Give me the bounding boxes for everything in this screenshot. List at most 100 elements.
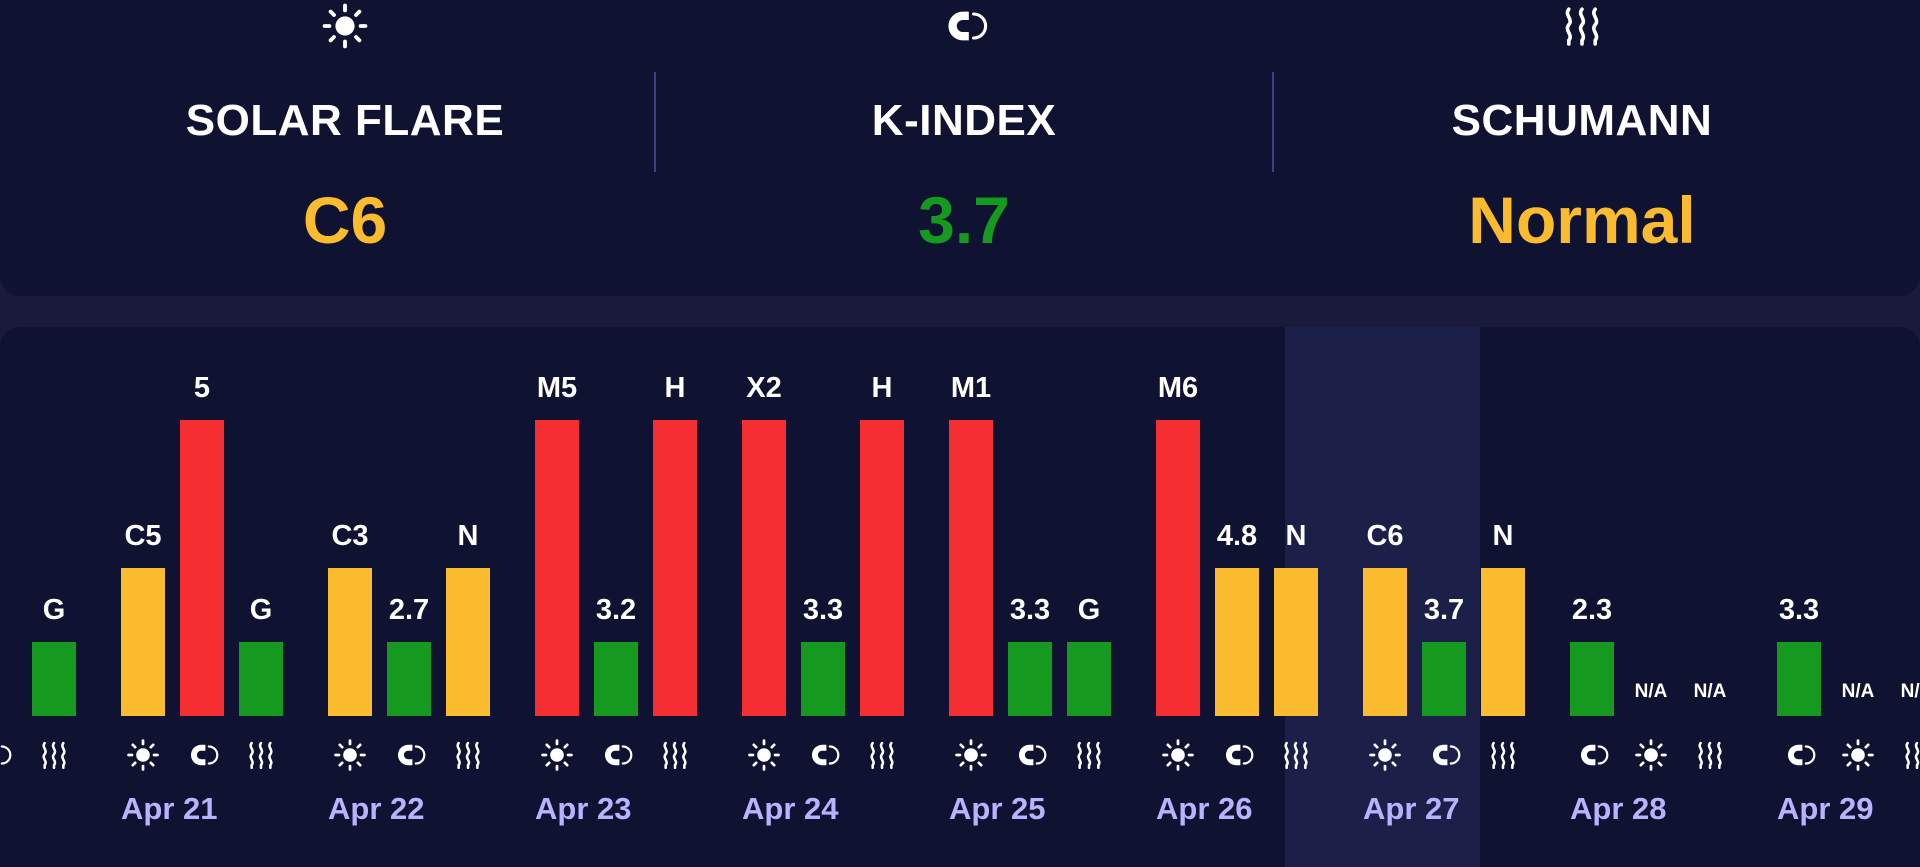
magnet-icon	[180, 737, 224, 773]
day-label: Apr 23	[535, 791, 632, 826]
sun-icon	[1156, 737, 1200, 773]
magnet-icon	[1422, 737, 1466, 773]
bar-value-label: N	[457, 520, 479, 552]
schumann-label: SCHUMANN	[1451, 96, 1713, 145]
solar-bar	[535, 420, 579, 716]
solar-flare-label: SOLAR FLARE	[185, 96, 505, 145]
sun-icon	[535, 737, 579, 773]
bar-value-label: N/A	[1693, 681, 1727, 702]
day-label: Apr 29	[1777, 791, 1874, 826]
magnet-icon	[1777, 737, 1821, 773]
solar-bar	[1156, 420, 1200, 716]
bar-value-label: 4.8	[1216, 520, 1258, 552]
bar-value-label: N/A	[1841, 681, 1875, 702]
magnet-icon	[1570, 737, 1614, 773]
bar-value-label: 2.7	[388, 594, 430, 626]
waves-icon	[1688, 737, 1732, 773]
schumann-bar	[446, 568, 490, 716]
kindex-bar	[801, 642, 845, 716]
waves-icon	[446, 737, 490, 773]
bar-value-label: H	[871, 372, 893, 404]
sun-icon	[121, 737, 165, 773]
day-label: Apr 25	[949, 791, 1046, 826]
magnet-icon	[801, 737, 845, 773]
solar-flare-metric: SOLAR FLARE C6	[0, 0, 690, 296]
solar-bar	[121, 568, 165, 716]
bar-value-label: M1	[950, 372, 992, 404]
waves-icon	[653, 737, 697, 773]
bar-value-label: 3.3	[1778, 594, 1820, 626]
bar-value-label: 2.3	[1571, 594, 1613, 626]
bar-value-label: 3.3	[1009, 594, 1051, 626]
sun-icon	[742, 737, 786, 773]
schumann-bar	[860, 420, 904, 716]
day-label: Apr 28	[1570, 791, 1667, 826]
bar-value-label: G	[1077, 594, 1101, 626]
magnet-icon	[594, 737, 638, 773]
sun-icon	[1629, 737, 1673, 773]
schumann-bar	[32, 642, 76, 716]
day-label: Apr 22	[328, 791, 425, 826]
sun-icon	[1363, 737, 1407, 773]
k-index-metric: K-INDEX 3.7	[656, 0, 1272, 296]
magnet-icon	[387, 737, 431, 773]
waves-icon	[1274, 737, 1318, 773]
bar-value-label: 3.2	[595, 594, 637, 626]
bar-value-label: G	[42, 594, 66, 626]
waves-icon	[1274, 2, 1890, 50]
waves-icon	[1895, 737, 1920, 773]
bar-value-label: N/A	[1634, 681, 1668, 702]
schumann-metric: SCHUMANN Normal	[1274, 0, 1890, 296]
schumann-value: Normal	[1468, 183, 1696, 257]
bar-value-label: X2	[746, 372, 782, 404]
schumann-bar	[1274, 568, 1318, 716]
magnet-icon	[1008, 737, 1052, 773]
magnet-icon	[0, 737, 17, 773]
solar-bar	[949, 420, 993, 716]
sun-icon	[328, 737, 372, 773]
magnet-icon	[656, 2, 1272, 50]
schumann-bar	[1067, 642, 1111, 716]
kindex-bar	[1422, 642, 1466, 716]
magnet-icon	[1215, 737, 1259, 773]
kindex-bar	[1777, 642, 1821, 716]
forecast-chart: G C5 5 G Apr 21 C3 2.7 N Apr 22 M5 3.2 H Apr 23 X2 3.3…	[0, 327, 1920, 867]
schumann-bar	[653, 420, 697, 716]
bar-value-label: 3.3	[802, 594, 844, 626]
waves-icon	[239, 737, 283, 773]
bar-value-label: H	[664, 372, 686, 404]
bar-value-label: C3	[331, 520, 369, 552]
bar-value-label: N	[1492, 520, 1514, 552]
solar-flare-value: C6	[302, 183, 388, 257]
solar-bar	[1363, 568, 1407, 716]
sun-icon	[0, 2, 690, 50]
kindex-bar	[594, 642, 638, 716]
bar-value-label: G	[249, 594, 273, 626]
kindex-bar	[387, 642, 431, 716]
solar-bar	[328, 568, 372, 716]
schumann-bar	[239, 642, 283, 716]
day-label: Apr 21	[121, 791, 218, 826]
bar-value-label: M5	[536, 372, 578, 404]
sun-icon	[1836, 737, 1880, 773]
waves-icon	[1067, 737, 1111, 773]
bar-value-label: 5	[193, 372, 211, 404]
divider	[1272, 72, 1274, 172]
day-label: Apr 24	[742, 791, 839, 826]
divider	[654, 72, 656, 172]
waves-icon	[860, 737, 904, 773]
bar-value-label: M6	[1157, 372, 1199, 404]
waves-icon	[1481, 737, 1525, 773]
kindex-bar	[180, 420, 224, 716]
sun-icon	[949, 737, 993, 773]
day-label: Apr 27	[1363, 791, 1460, 826]
bar-value-label: 3.7	[1423, 594, 1465, 626]
k-index-label: K-INDEX	[871, 96, 1057, 145]
bar-value-label: C5	[124, 520, 162, 552]
bar-value-label: C6	[1366, 520, 1404, 552]
k-index-value: 3.7	[918, 183, 1010, 257]
kindex-bar	[1570, 642, 1614, 716]
waves-icon	[32, 737, 76, 773]
solar-bar	[742, 420, 786, 716]
day-label: Apr 26	[1156, 791, 1253, 826]
